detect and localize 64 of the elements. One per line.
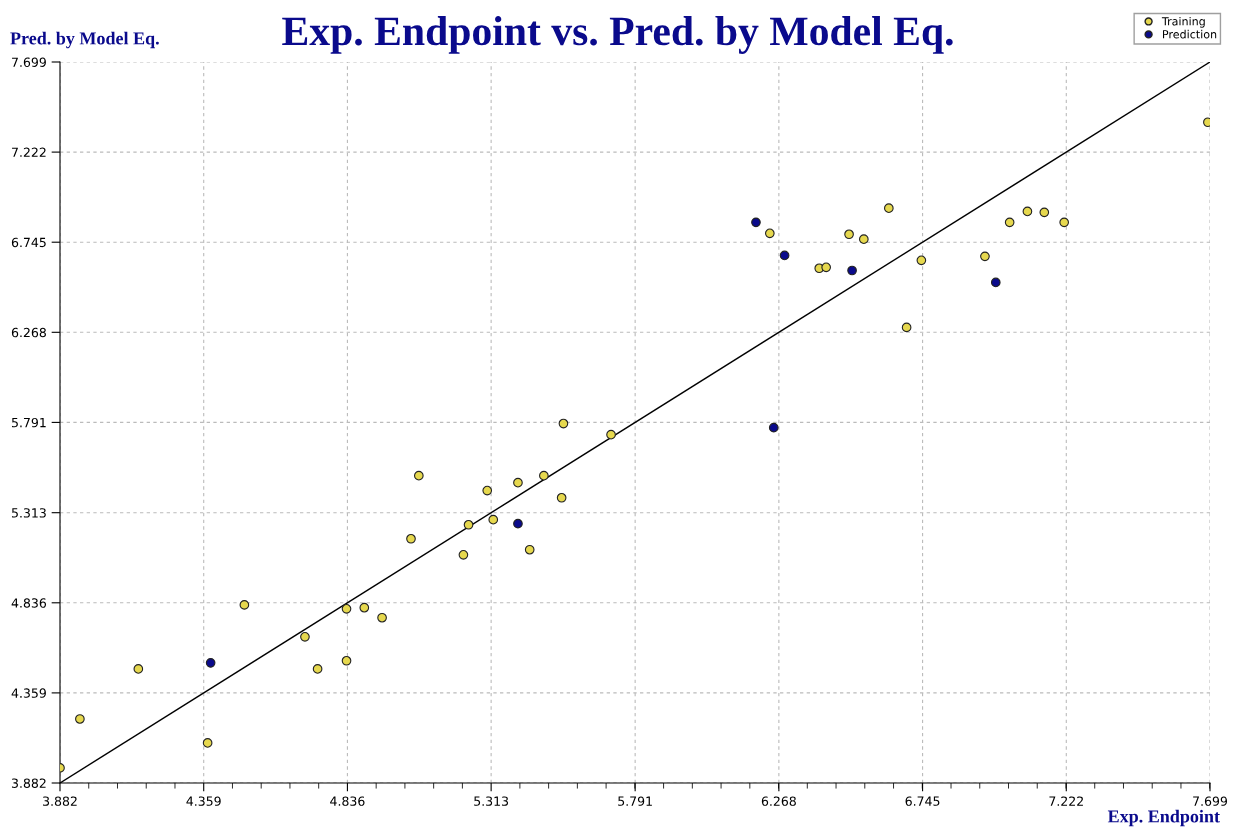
point — [858, 234, 869, 245]
x-tick-label: 6.745 — [905, 796, 940, 806]
point — [413, 470, 424, 481]
chart-title: Exp. Endpoint vs. Pred. by Model Eq. — [282, 16, 953, 54]
point — [751, 217, 761, 228]
point — [239, 600, 250, 610]
point — [821, 262, 831, 273]
point — [463, 519, 474, 530]
x-tick-label: 7.699 — [1193, 796, 1228, 806]
point — [482, 485, 493, 496]
point — [606, 429, 616, 440]
point — [1039, 207, 1050, 218]
point — [205, 658, 216, 668]
point — [844, 229, 854, 240]
point — [1022, 206, 1033, 217]
point — [1059, 217, 1070, 228]
x-tick-label: 6.268 — [761, 796, 796, 806]
point — [980, 251, 990, 262]
y-tick-label: 3.882 — [11, 778, 46, 788]
point — [458, 549, 469, 560]
point — [768, 422, 779, 433]
point — [1004, 217, 1015, 228]
x-tick-label: 4.836 — [330, 796, 365, 806]
y-tick-label: 7.222 — [12, 147, 46, 157]
point — [359, 602, 370, 613]
point — [406, 533, 416, 544]
y-axis-title: Pred. by Model Eq. — [10, 31, 159, 49]
point — [779, 250, 790, 261]
point — [513, 518, 523, 529]
point — [916, 255, 927, 266]
y-tick-label: 4.836 — [11, 598, 47, 608]
y-tick-label: 5.791 — [11, 417, 46, 428]
point — [75, 714, 85, 724]
point — [341, 655, 352, 666]
point — [377, 612, 387, 623]
y-tick-label: 6.268 — [11, 327, 46, 338]
point — [133, 664, 144, 674]
point — [312, 664, 323, 674]
point — [901, 322, 912, 333]
y-tick-label: 5.313 — [11, 508, 46, 518]
point — [341, 604, 352, 614]
point — [990, 277, 1001, 288]
x-tick-label: 5.791 — [618, 796, 652, 806]
point — [764, 228, 775, 239]
point — [300, 631, 310, 642]
x-axis-title: Exp. Endpoint — [1107, 809, 1220, 827]
y-tick-label: 4.359 — [11, 688, 46, 698]
x-tick-label: 4.359 — [186, 796, 221, 806]
point — [558, 418, 569, 429]
y-tick-label: 7.699 — [12, 57, 46, 67]
x-tick-label: 7.222 — [1049, 796, 1083, 806]
point — [202, 738, 213, 748]
y-tick-label: 6.745 — [11, 237, 46, 248]
point — [556, 492, 567, 503]
point — [524, 544, 535, 555]
x-tick-label: 5.313 — [474, 796, 509, 806]
legend-label: Training — [1161, 16, 1205, 28]
point — [539, 470, 549, 481]
point — [488, 514, 499, 525]
x-tick-label: 3.882 — [43, 796, 77, 806]
legend-label: Prediction — [1163, 29, 1217, 39]
point — [847, 265, 857, 276]
point — [513, 477, 523, 488]
point — [883, 203, 894, 214]
